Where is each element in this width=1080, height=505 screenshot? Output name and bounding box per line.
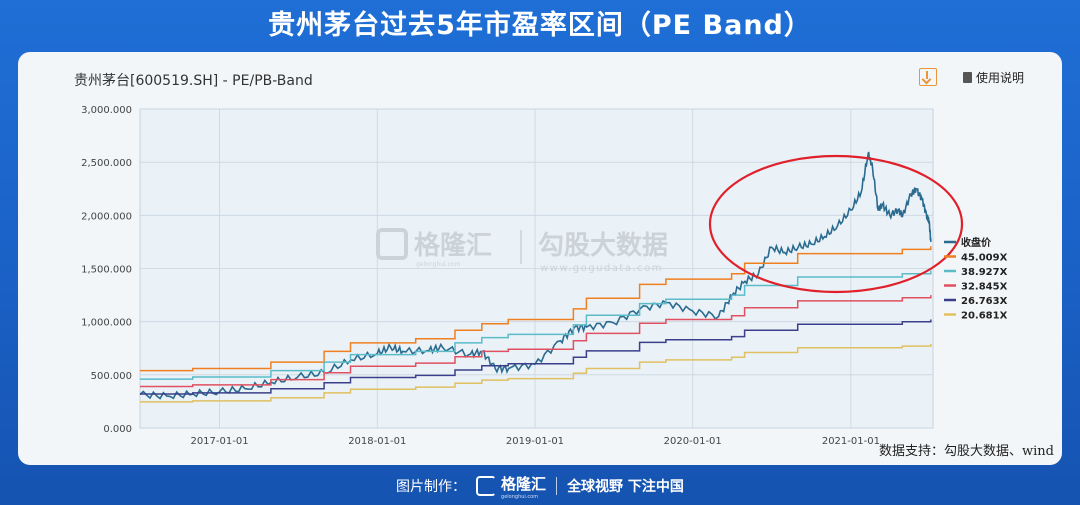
footer-logo-url: gelonghui.com (501, 493, 539, 500)
chart-card: 贵州茅台[600519.SH] - PE/PB-Band 使用说明 格隆汇 gel… (18, 52, 1062, 465)
x-tick-label: 2020-01-01 (664, 436, 722, 447)
y-tick-label: 1,500.000 (81, 265, 132, 276)
legend-label: 38.927X (961, 267, 1008, 278)
series-line-0 (139, 151, 932, 400)
legend-label: 45.009X (961, 253, 1008, 264)
chart-toolbar: 使用说明 (918, 68, 1024, 86)
y-tick-label: 2,000.000 (81, 211, 132, 222)
y-tick-label: 2,500.000 (81, 158, 132, 169)
chart-title: 贵州茅台[600519.SH] - PE/PB-Band (74, 73, 313, 89)
y-tick-label: 0.000 (103, 424, 132, 435)
watermark-logo-icon (376, 228, 408, 260)
download-icon[interactable] (918, 68, 937, 86)
gelonghui-logo-icon (476, 476, 497, 496)
series-line-5 (140, 344, 932, 403)
data-source: 数据支持：勾股大数据、wind (879, 444, 1054, 459)
series-line-4 (140, 319, 932, 395)
footer-made-by: 图片制作： (396, 479, 467, 495)
x-tick-label: 2021-01-01 (822, 436, 880, 447)
watermark-brand: 格隆汇 (414, 230, 492, 261)
series-line-3 (140, 295, 932, 388)
y-tick-label: 500.000 (91, 371, 132, 382)
pe-band-chart: 格隆汇gelonghui.com勾股大数据www.gogudata.com0.0… (81, 105, 1008, 447)
series-line-1 (140, 246, 932, 372)
help-button[interactable]: 使用说明 (962, 69, 1024, 86)
watermark-brand-url: gelonghui.com (416, 261, 461, 268)
footer-slogan: 全球视野 下注中国 (567, 479, 684, 495)
legend-label: 收盘价 (961, 236, 992, 249)
x-tick-label: 2018-01-01 (348, 436, 406, 447)
watermark-partner: 勾股大数据 (538, 231, 668, 261)
help-label: 使用说明 (975, 70, 1024, 85)
x-tick-label: 2017-01-01 (190, 436, 248, 447)
footer-logo-text: 格隆汇 (501, 474, 547, 493)
banner-title: 贵州茅台过去5年市盈率区间（PE Band） (268, 10, 812, 41)
y-tick-label: 3,000.000 (81, 105, 132, 116)
highlight-ellipse (708, 154, 964, 294)
y-tick-label: 1,000.000 (81, 318, 132, 329)
legend-label: 26.763X (961, 296, 1008, 307)
legend-label: 32.845X (961, 282, 1008, 293)
x-tick-label: 2019-01-01 (506, 436, 564, 447)
series-line-2 (140, 270, 932, 380)
document-icon (962, 71, 972, 83)
footer-logo: 格隆汇 gelonghui.com (476, 473, 546, 500)
legend-label: 20.681X (961, 311, 1008, 322)
footer-divider (556, 477, 558, 495)
footer: 图片制作： 格隆汇 gelonghui.com 全球视野 下注中国 (0, 469, 1080, 503)
